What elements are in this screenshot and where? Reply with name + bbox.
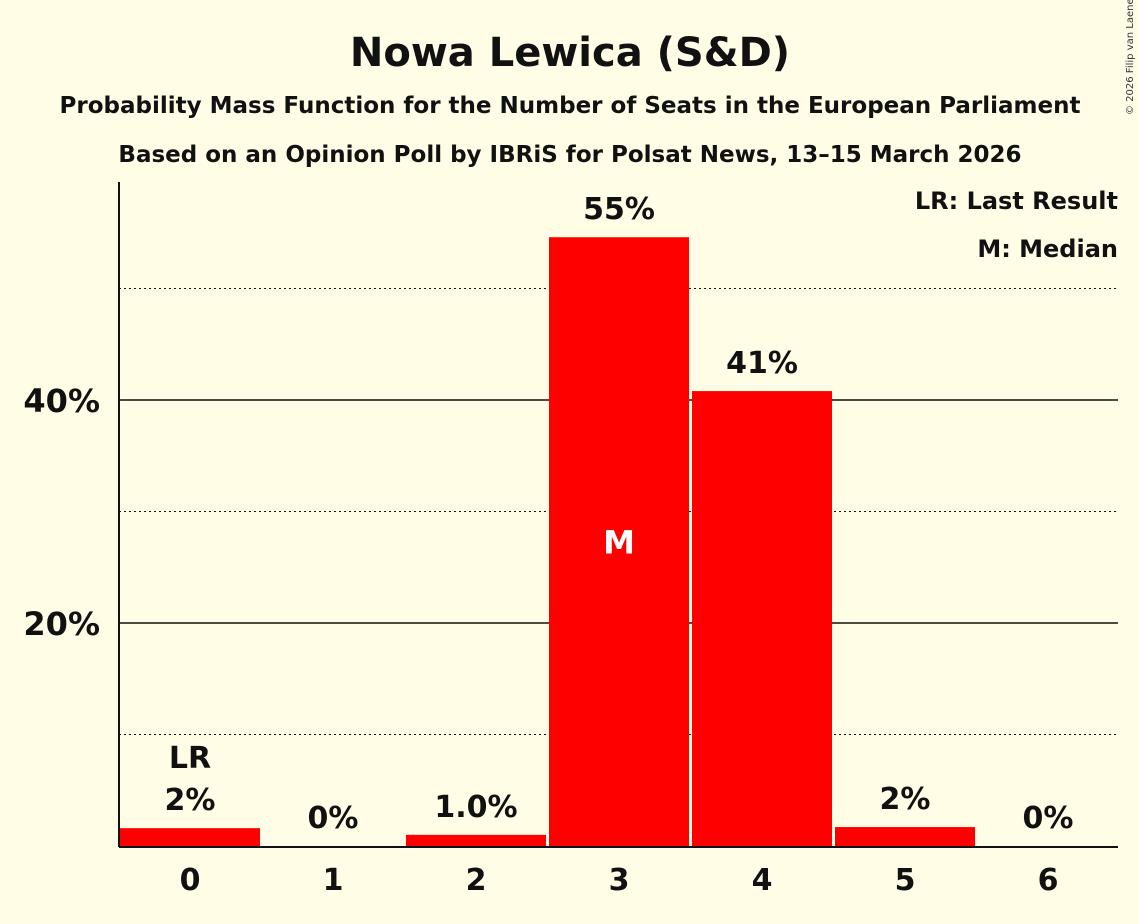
bar-4 [692,391,832,846]
copyright: © 2026 Filip van Laenen [1125,0,1136,115]
legend-median: M: Median [977,235,1118,263]
data-label: 0% [1023,801,1074,836]
x-tick-label: 2 [466,863,487,898]
last-result-marker: LR [169,741,211,776]
data-label: 2% [880,782,931,817]
legend-last-result: LR: Last Result [915,187,1118,215]
x-tick-label: 0 [180,863,201,898]
bar-3 [549,237,689,846]
bar-0 [120,828,260,846]
x-tick-label: 6 [1038,863,1059,898]
data-label: 2% [165,783,216,818]
data-label: 41% [726,346,798,381]
median-marker: M [603,524,635,562]
data-label: 1.0% [434,790,517,825]
y-tick-label: 40% [23,382,100,420]
y-tick-label: 20% [23,605,100,643]
x-tick-label: 4 [752,863,773,898]
chart-title: Nowa Lewica (S&D) [350,30,790,76]
bar-2 [406,834,546,846]
chart-subtitle: Probability Mass Function for the Number… [60,93,1081,119]
x-tick-label: 1 [323,863,344,898]
chart-subtitle-2: Based on an Opinion Poll by IBRiS for Po… [118,142,1021,168]
x-tick-label: 3 [609,863,630,898]
data-label: 0% [308,801,359,836]
x-tick-label: 5 [895,863,916,898]
bar-5 [835,827,975,846]
data-label: 55% [583,192,655,227]
